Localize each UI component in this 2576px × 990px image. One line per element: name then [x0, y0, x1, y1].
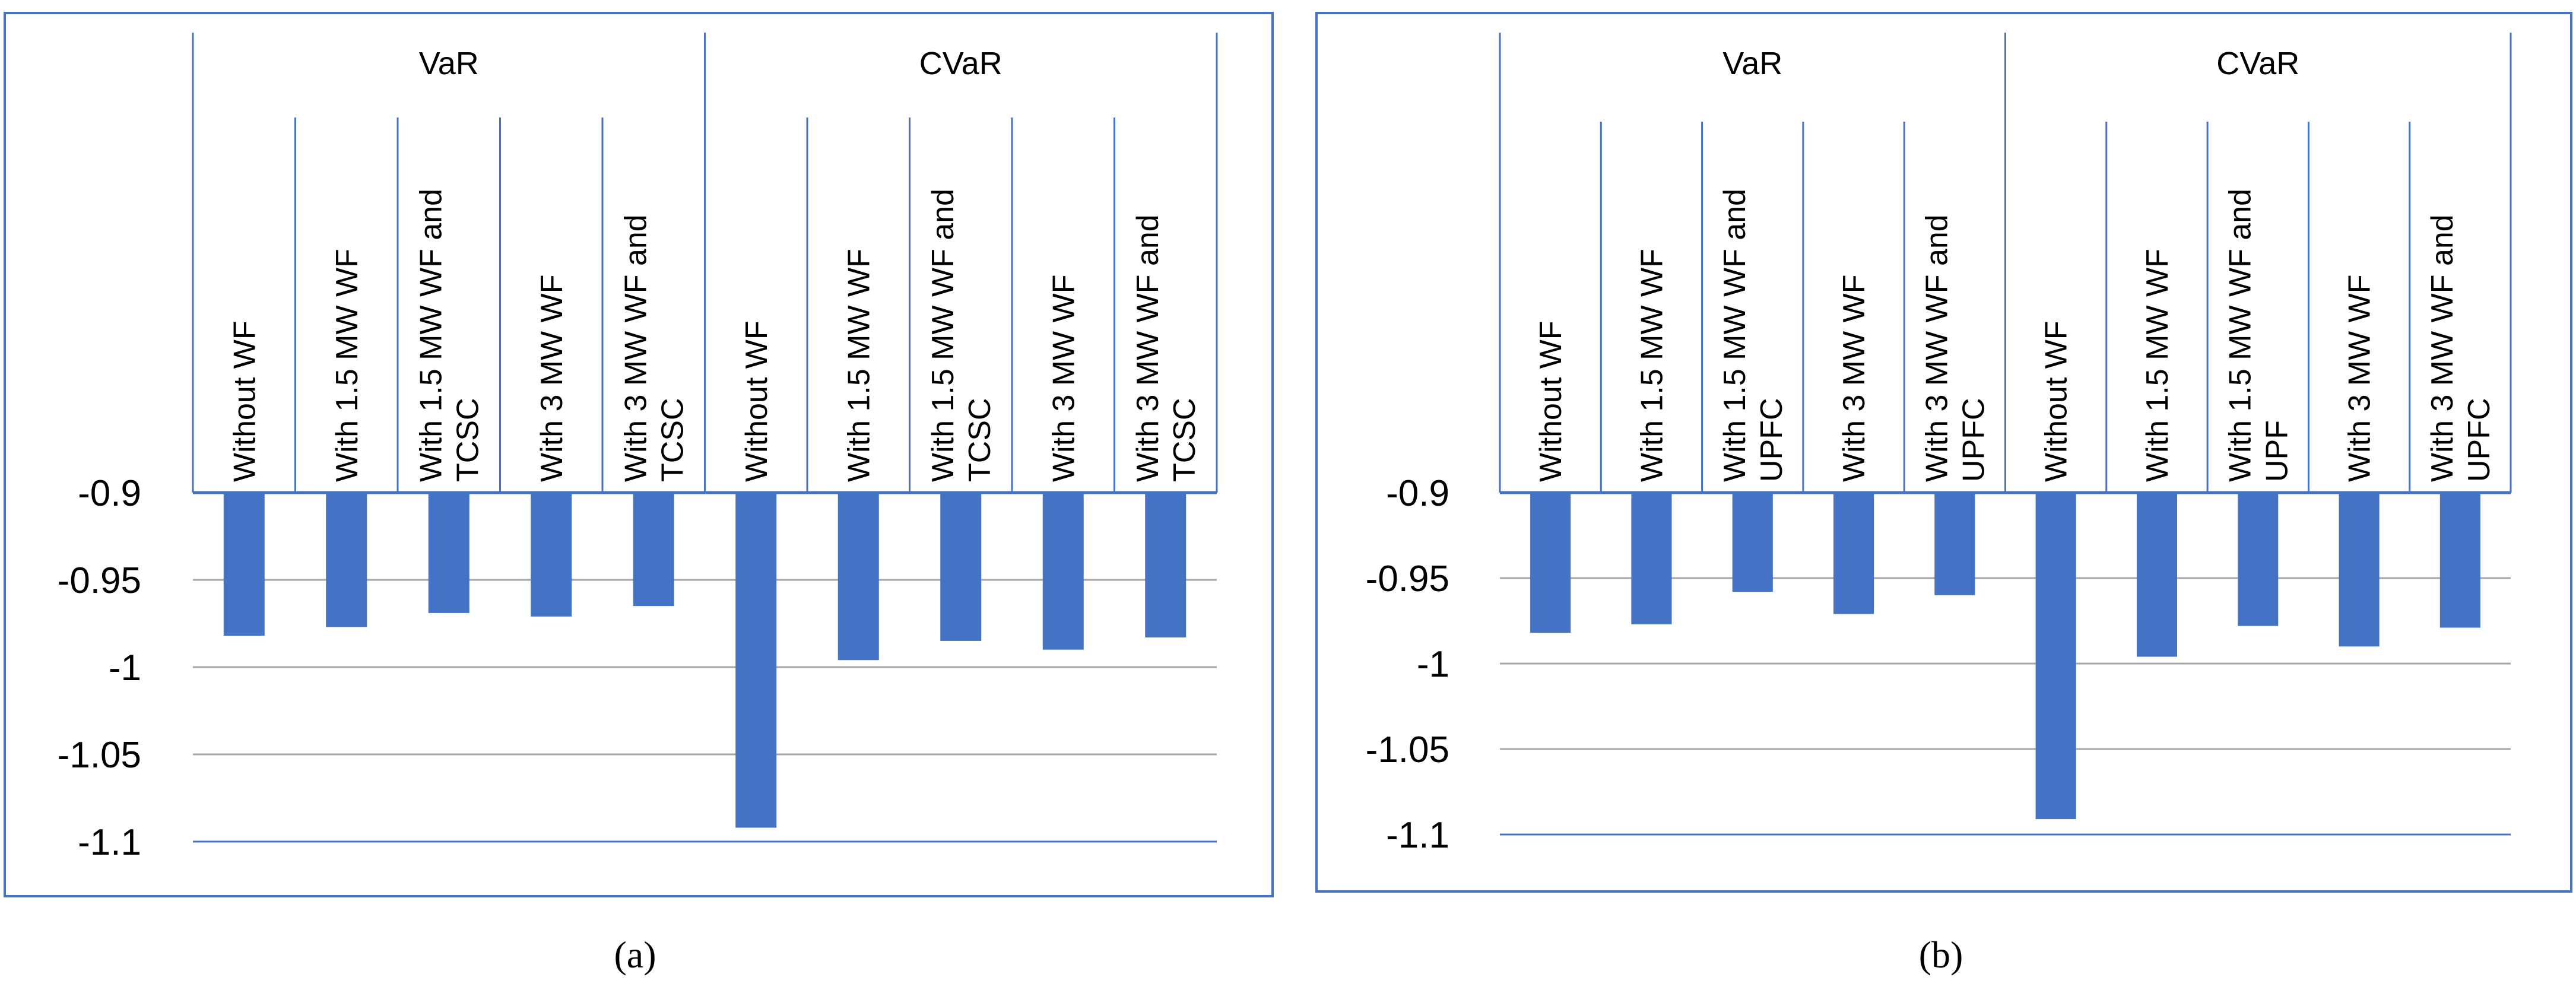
caption-a: (a) — [614, 934, 656, 976]
category-tick-label: With 3 MW WF and — [618, 214, 653, 482]
group-label-var: VaR — [419, 46, 479, 81]
category-tick-label: With 1.5 MW WF — [330, 249, 364, 482]
category-tick-label: UPFC — [2462, 398, 2496, 482]
bar — [1042, 493, 1084, 650]
bar — [837, 493, 879, 661]
category-tick-label: With 3 MW WF — [535, 274, 569, 482]
group-label-cvar: CVaR — [2216, 46, 2299, 81]
category-tick-label: With 3 MW WF — [1046, 274, 1081, 482]
category-tick-label: UPF — [2260, 420, 2294, 482]
bar — [633, 493, 674, 607]
bar — [1145, 493, 1187, 638]
category-tick-label: Without WF — [2039, 321, 2074, 482]
bar — [326, 493, 367, 627]
y-tick-label: -1.1 — [1386, 815, 1449, 856]
bar — [940, 493, 982, 641]
category-tick-label: With 1.5 MW WF and — [2223, 189, 2257, 482]
y-tick-label: -1.05 — [58, 735, 141, 776]
category-tick-label: With 3 MW WF and — [1920, 214, 1954, 482]
category-tick-label: UPFC — [1755, 398, 1789, 482]
group-label-cvar: CVaR — [919, 46, 1003, 81]
category-tick-label: With 1.5 MW WF — [1635, 249, 1669, 482]
y-tick-label: -0.95 — [1366, 559, 1449, 599]
category-tick-label: With 3 MW WF and — [1131, 214, 1165, 482]
bar — [735, 493, 777, 828]
y-tick-label: -0.95 — [58, 560, 141, 601]
panel-a: -0.9 -0.95 -1 -1.05 -1.1 VaR CVaR Without WF Wit… — [4, 12, 1274, 897]
y-tick-label: -0.9 — [78, 473, 141, 514]
bar — [1732, 493, 1773, 592]
bar — [1631, 493, 1672, 624]
y-tick-label: -1 — [109, 648, 141, 688]
category-tick-label: With 1.5 MW WF — [2140, 249, 2175, 482]
bar — [428, 493, 469, 613]
y-tick-label: -1.1 — [78, 822, 141, 863]
category-tick-label: TCSC — [1168, 398, 1202, 482]
category-tick-label: TCSC — [451, 398, 485, 482]
panel-b: -0.9 -0.95 -1 -1.05 -1.1 VaR CVaR Without WF Wit… — [1315, 12, 2572, 893]
category-tick-label: With 1.5 MW WF and — [926, 189, 960, 482]
bar — [2035, 493, 2076, 820]
category-tick-label: With 1.5 MW WF and — [1718, 189, 1752, 482]
y-tick-label: -1 — [1417, 644, 1449, 685]
category-tick-label: Without WF — [1534, 321, 1568, 482]
chart-frame — [1315, 12, 2572, 893]
caption-b: (b) — [1919, 934, 1963, 976]
bar — [1934, 493, 1975, 595]
bar — [1833, 493, 1874, 614]
group-label-var: VaR — [1722, 46, 1782, 81]
y-tick-label: -0.9 — [1386, 473, 1449, 514]
category-tick-label: TCSC — [655, 398, 690, 482]
category-tick-label: With 1.5 MW WF — [842, 249, 876, 482]
category-tick-label: With 3 MW WF — [1837, 274, 1871, 482]
category-tick-label: TCSC — [963, 398, 997, 482]
category-tick-label: Without WF — [740, 321, 774, 482]
category-tick-label: With 3 MW WF and — [2425, 214, 2460, 482]
bar — [2439, 493, 2480, 628]
category-tick-label: With 3 MW WF — [2343, 274, 2377, 482]
bar — [2339, 493, 2380, 647]
chart-frame — [4, 12, 1274, 897]
bar — [2136, 493, 2178, 657]
category-tick-label: With 1.5 MW WF and — [414, 189, 448, 482]
y-tick-label: -1.05 — [1366, 729, 1449, 770]
bar — [2238, 493, 2279, 626]
bar — [531, 493, 572, 617]
category-tick-label: UPFC — [1956, 398, 1991, 482]
bar — [1530, 493, 1571, 633]
bar — [223, 493, 265, 636]
category-tick-label: Without WF — [227, 321, 262, 482]
